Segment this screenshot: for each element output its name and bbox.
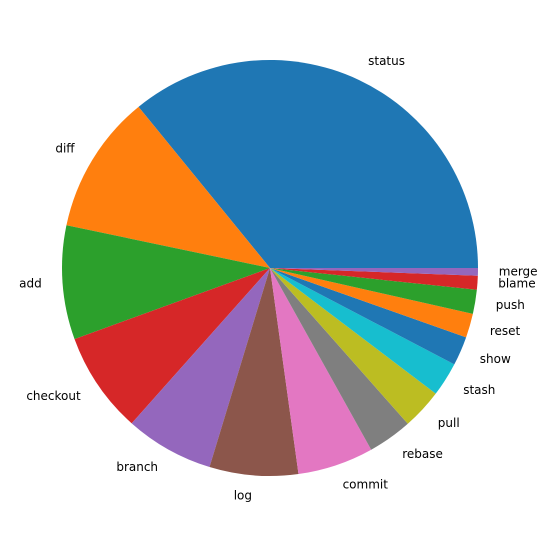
pie-slice-blame — [270, 268, 478, 290]
pie-label-diff: diff — [55, 142, 75, 156]
pie-slice-show — [270, 268, 467, 365]
pie-slice-stash — [270, 268, 455, 394]
pie-labels: status diff add checkout branch log commit reba… — [19, 54, 537, 503]
pie-label-log: log — [234, 489, 252, 503]
pie-slice-reset — [270, 268, 473, 338]
pie-slice-push — [270, 268, 477, 314]
pie-label-reset: reset — [490, 324, 521, 338]
pie-label-commit: commit — [343, 477, 389, 491]
pie-slice-commit — [270, 268, 372, 475]
pie-label-show: show — [480, 352, 511, 366]
pie-slice-diff — [66, 106, 270, 268]
pie-label-merge: merge — [499, 265, 538, 279]
pie-slice-pull — [270, 268, 436, 424]
pie-slice-rebase — [270, 268, 408, 450]
pie-slice-status — [138, 59, 478, 268]
pie-label-pull: pull — [438, 416, 460, 430]
pie-slice-add — [61, 225, 270, 340]
pie-label-blame: blame — [498, 277, 535, 291]
pie-slice-branch — [131, 268, 270, 468]
pie-label-push: push — [496, 298, 525, 312]
pie-slice-merge — [270, 268, 478, 276]
pie-label-status: status — [368, 54, 405, 68]
pie-label-add: add — [19, 277, 42, 291]
pie-label-stash: stash — [463, 383, 495, 397]
pie-slice-checkout — [74, 268, 270, 424]
pie-label-checkout: checkout — [26, 389, 81, 403]
pie-label-rebase: rebase — [402, 447, 443, 461]
pie-slice-log — [209, 268, 299, 477]
pie-label-branch: branch — [116, 460, 158, 474]
pie-slices — [61, 59, 478, 477]
